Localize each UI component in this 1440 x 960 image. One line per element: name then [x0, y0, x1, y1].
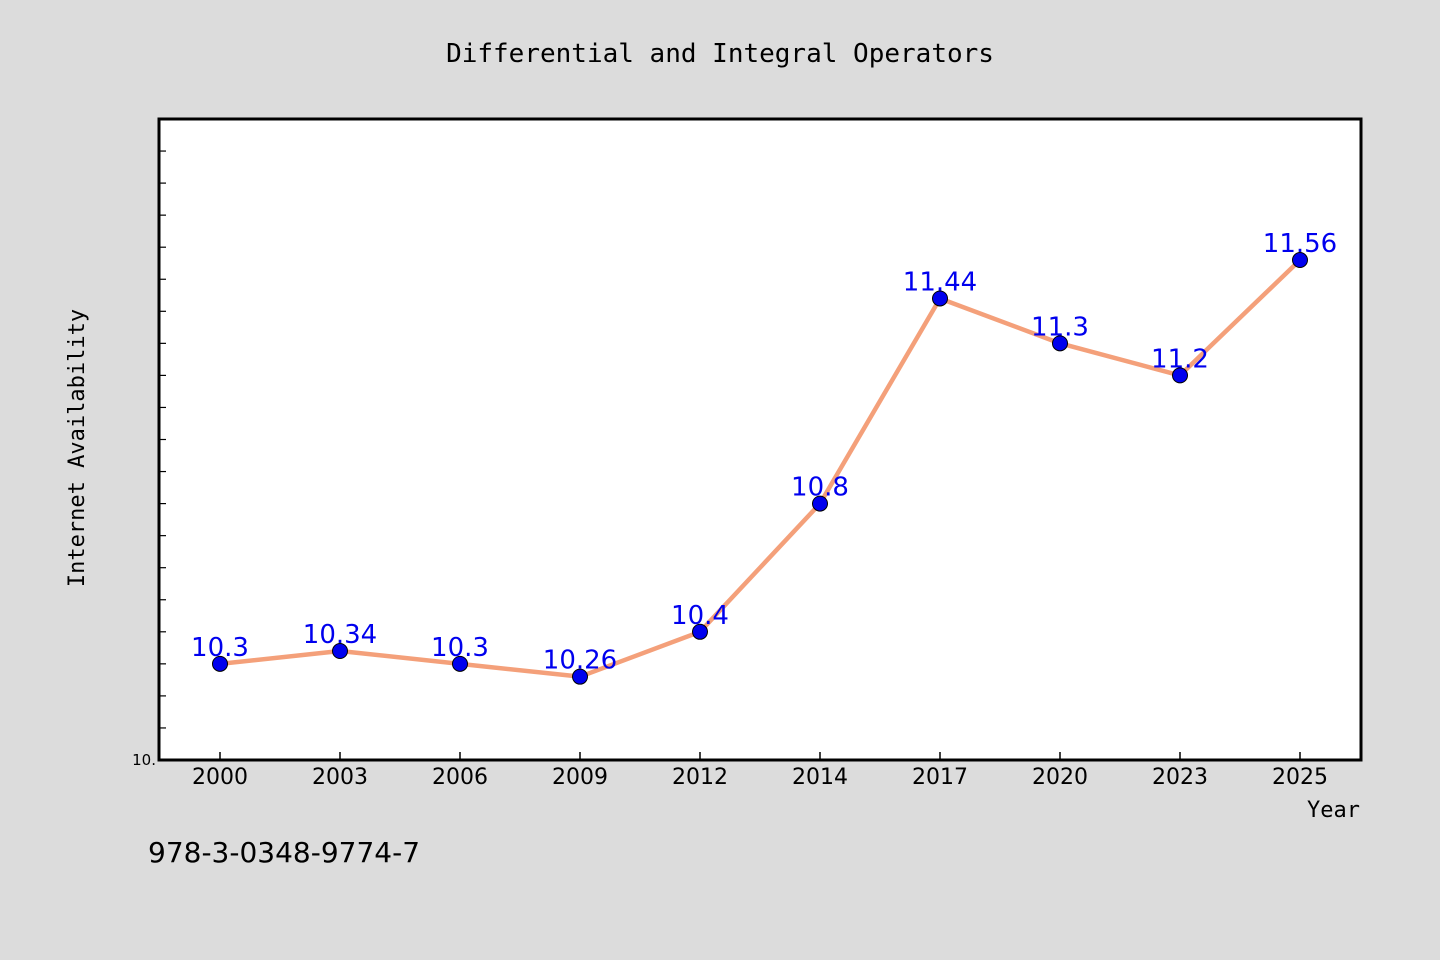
- chart-title: Differential and Integral Operators: [446, 39, 994, 69]
- x-tick-label: 2009: [552, 765, 608, 790]
- data-point: [572, 668, 588, 685]
- x-tick-label: 2000: [192, 765, 248, 790]
- x-tick-label: 2020: [1032, 765, 1088, 790]
- data-point: [1292, 252, 1308, 269]
- data-point: [1172, 367, 1188, 384]
- footnote-text: 978-3-0348-9774-7: [148, 836, 420, 869]
- data-label: 11.3: [1031, 312, 1089, 342]
- plot-area: [157, 117, 1363, 762]
- data-label: 10.8: [791, 473, 849, 503]
- data-label: 10.4: [671, 601, 729, 631]
- data-point: [1052, 335, 1068, 352]
- data-labels-layer: 10.3 10.34 10.3 10.26 10.4 10.8 11.44 11.3 11.2 1…: [191, 229, 1337, 676]
- data-label: 10.26: [543, 646, 617, 676]
- x-tick-label: 2012: [672, 765, 728, 790]
- data-label: 11.44: [903, 267, 977, 297]
- y-tick-label: 10.: [132, 751, 156, 769]
- data-label: 10.34: [303, 620, 377, 650]
- x-tick-label: 2017: [912, 765, 968, 790]
- x-axis-title: Year: [1307, 798, 1360, 823]
- y-axis-ticks: 10.: [132, 150, 166, 769]
- data-label: 11.56: [1263, 229, 1337, 259]
- x-tick-label: 2025: [1272, 765, 1328, 790]
- series-layer: [212, 252, 1308, 685]
- data-point: [212, 655, 228, 672]
- x-tick-label: 2014: [792, 765, 848, 790]
- y-axis-title: Internet Availability: [65, 309, 90, 587]
- x-axis-ticks: 2000 2003 2006 2009 2012 2014 2017 2020 2023 2025: [192, 752, 1328, 790]
- data-point: [452, 655, 468, 672]
- x-tick-label: 2006: [432, 765, 488, 790]
- data-label: 10.3: [191, 633, 249, 663]
- data-point: [692, 623, 708, 640]
- data-label: 10.3: [431, 633, 489, 663]
- data-label: 11.2: [1151, 344, 1209, 374]
- x-tick-label: 2023: [1152, 765, 1208, 790]
- data-point: [332, 643, 348, 660]
- x-tick-label: 2003: [312, 765, 368, 790]
- series-line: [217, 257, 1303, 679]
- data-point: [932, 290, 948, 307]
- data-point: [812, 495, 828, 512]
